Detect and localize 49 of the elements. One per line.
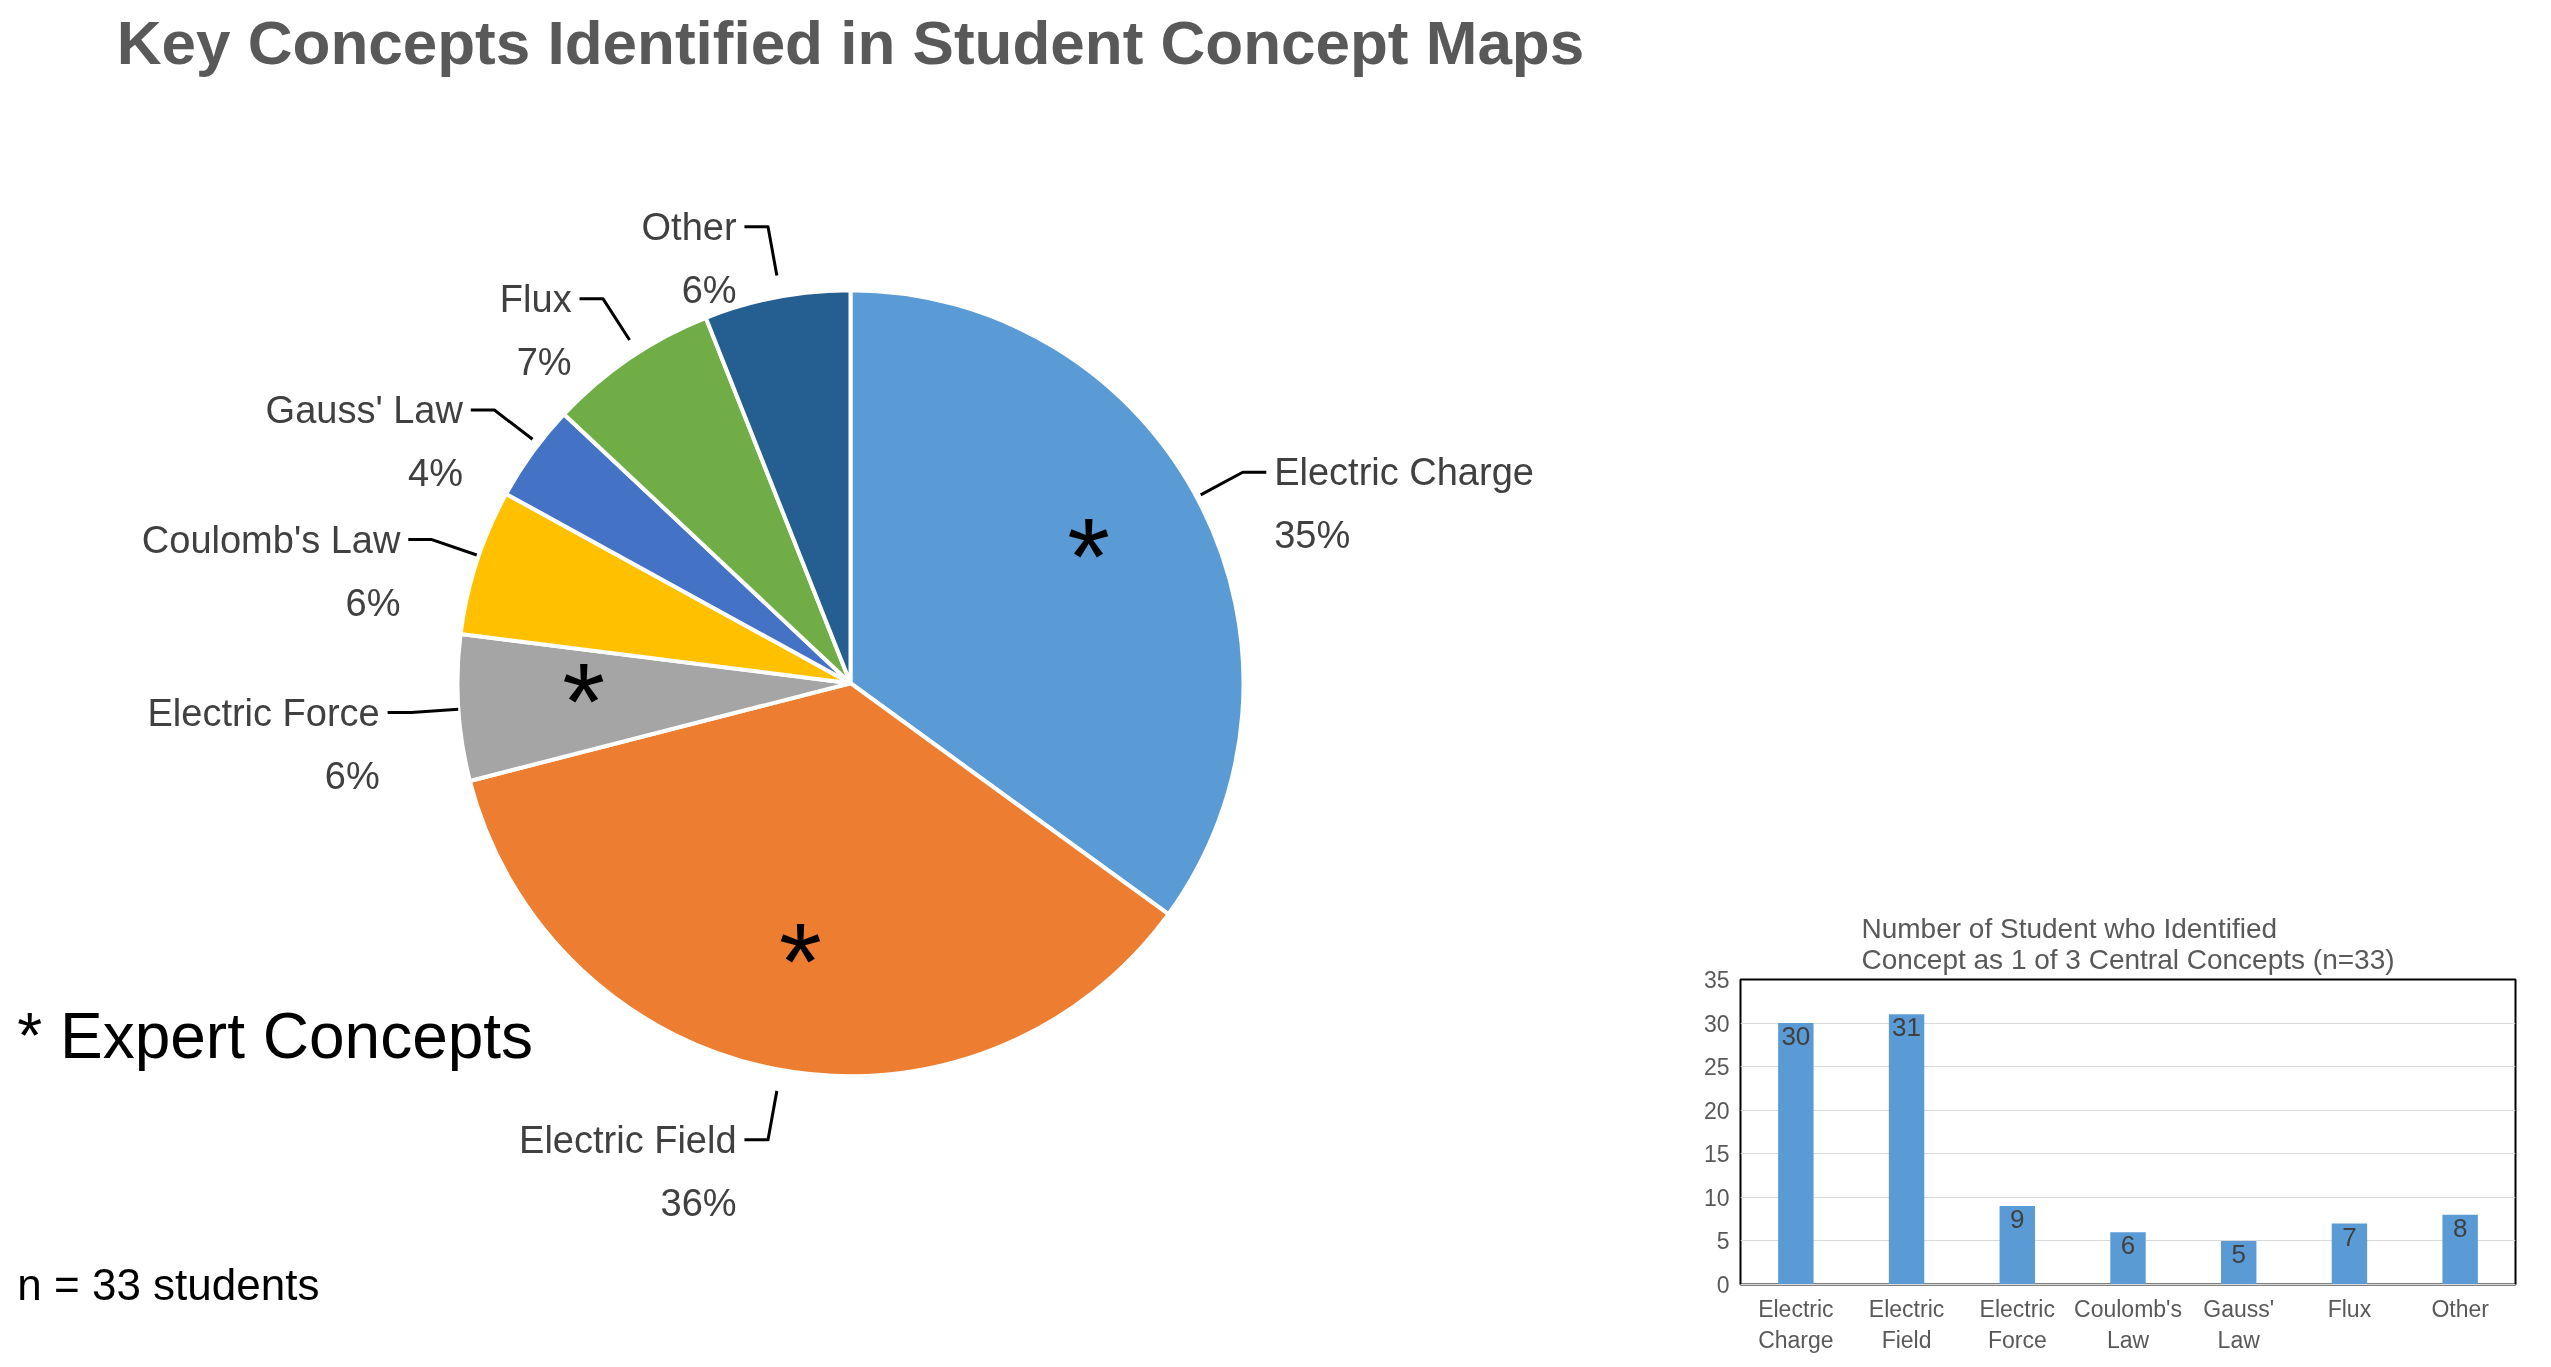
slice-label: Electric Field xyxy=(519,1119,737,1162)
text: * xyxy=(1067,493,1111,617)
data-label: 36% xyxy=(660,1182,737,1225)
slice-label: Coulomb's Law xyxy=(141,518,401,561)
x-tick-label: Gauss' Law xyxy=(2203,1295,2275,1353)
data-label: 7% xyxy=(516,341,572,384)
x-tick-label: Flux xyxy=(2327,1295,2372,1322)
bar xyxy=(1778,1023,1814,1285)
chart-title: Number of Student who Identified Concept as 1 of 3 Central Concepts (n=33) xyxy=(1861,912,2395,975)
bar xyxy=(2110,1232,2146,1285)
bar xyxy=(1999,1206,2035,1285)
data-label: 6% xyxy=(681,268,737,311)
slice-label: Electric Force xyxy=(147,691,380,734)
data-label: 4% xyxy=(408,452,463,495)
chart-title: Key Concepts Identified in Student Concept Maps xyxy=(116,7,1585,77)
y-tick-label: 30 xyxy=(1703,1010,1730,1037)
y-tick-label: 5 xyxy=(1716,1228,1730,1255)
slice-label: Gauss' Law xyxy=(265,389,464,432)
y-tick-label: 25 xyxy=(1703,1054,1730,1081)
x-tick-label: Electric Charge xyxy=(1758,1295,1834,1353)
data-label: 6 xyxy=(2120,1230,2136,1261)
x-tick-label: Electric Field xyxy=(1868,1295,1945,1353)
data-label: 8 xyxy=(2452,1212,2468,1243)
bar xyxy=(2442,1214,2478,1285)
data-label: 6% xyxy=(324,754,380,797)
y-tick-label: 0 xyxy=(1716,1272,1730,1298)
data-label: 35% xyxy=(1274,514,1351,557)
text: n = 33 students xyxy=(17,1260,320,1310)
text: * xyxy=(562,639,606,763)
text: * xyxy=(779,898,822,1022)
data-label: 7 xyxy=(2342,1221,2357,1252)
data-label: 31 xyxy=(1892,1012,1922,1043)
y-tick-label: 10 xyxy=(1703,1184,1730,1211)
y-tick-label: 35 xyxy=(1703,967,1730,993)
slice-label: Electric Charge xyxy=(1274,451,1534,494)
slice-label: Flux xyxy=(499,278,572,321)
x-tick-label: Electric Force xyxy=(1979,1295,2055,1353)
data-label: 9 xyxy=(2010,1204,2025,1235)
y-tick-label: 15 xyxy=(1703,1141,1730,1168)
slice-label: Other xyxy=(641,205,737,248)
data-label: 6% xyxy=(345,581,401,624)
text: * Expert Concepts xyxy=(17,999,534,1072)
x-tick-label: Other xyxy=(2431,1295,2490,1322)
data-label: 30 xyxy=(1781,1021,1811,1052)
data-label: 5 xyxy=(2231,1238,2246,1269)
x-tick-label: Coulomb's Law xyxy=(2074,1295,2182,1353)
bar xyxy=(1888,1014,1925,1285)
bar xyxy=(2331,1223,2368,1285)
y-tick-label: 20 xyxy=(1703,1097,1730,1124)
